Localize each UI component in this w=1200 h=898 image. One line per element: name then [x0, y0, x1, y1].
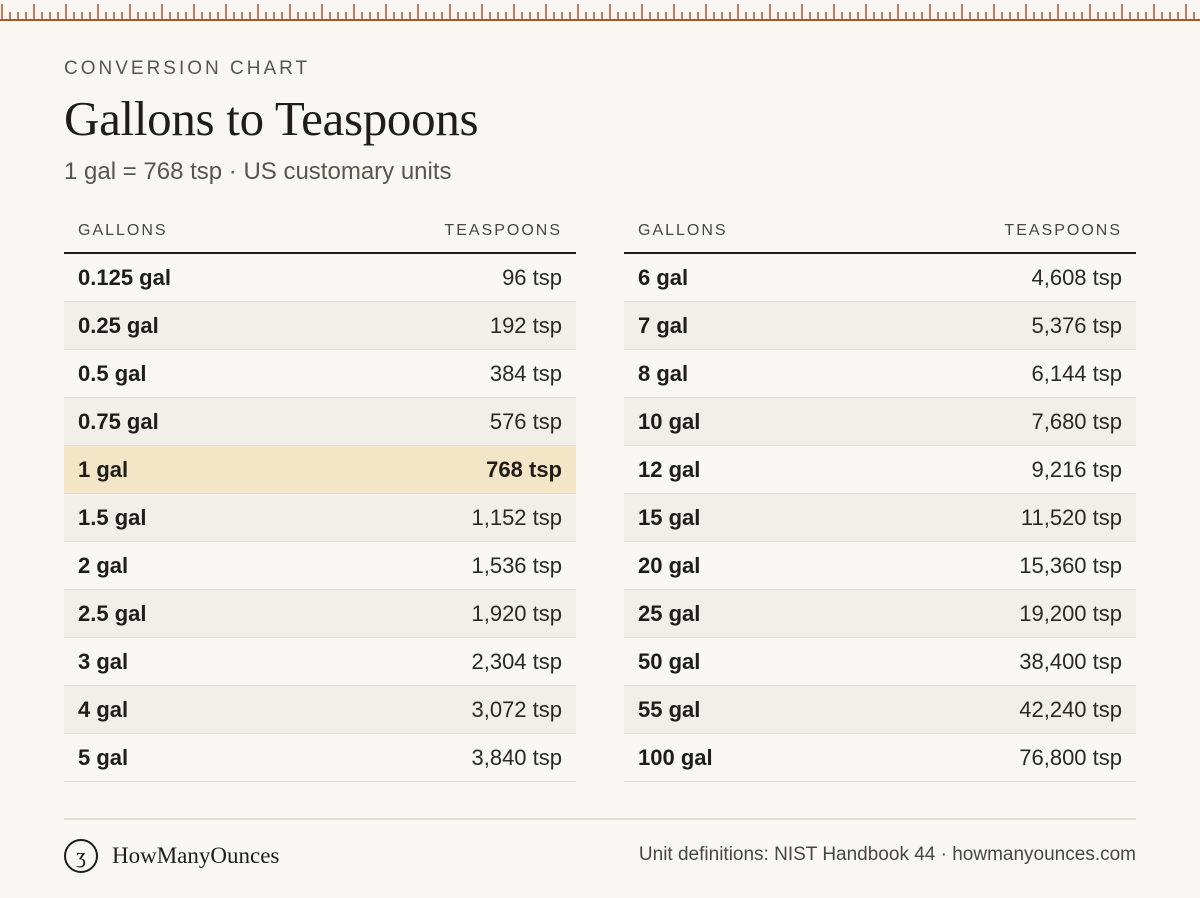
column-header-teaspoons: TEASPOONS: [444, 222, 562, 239]
footer-divider: [64, 818, 1136, 820]
gallons-cell: 4 gal: [78, 696, 129, 722]
teaspoons-cell: 1,152 tsp: [471, 504, 562, 530]
gallons-cell: 0.75 gal: [78, 408, 159, 434]
gallons-cell: 5 gal: [78, 744, 129, 770]
teaspoons-cell: 15,360 tsp: [1019, 552, 1122, 578]
gallons-cell: 1 gal: [78, 456, 129, 482]
teaspoons-cell: 42,240 tsp: [1019, 696, 1122, 722]
page-title: Gallons to Teaspoons: [64, 91, 479, 146]
eyebrow-label: CONVERSION CHART: [64, 58, 311, 79]
table-header: GALLONS TEASPOONS: [624, 210, 1136, 254]
table-row: 10 gal 7,680 tsp: [624, 398, 1136, 446]
ounce-symbol-icon: ʒ: [64, 839, 98, 873]
teaspoons-cell: 4,608 tsp: [1031, 264, 1122, 290]
teaspoons-cell: 2,304 tsp: [471, 648, 562, 674]
table-row: 12 gal 9,216 tsp: [624, 446, 1136, 494]
table-row: 0.125 gal 96 tsp: [64, 254, 576, 302]
gallons-cell: 3 gal: [78, 648, 129, 674]
table-row: 100 gal 76,800 tsp: [624, 734, 1136, 782]
teaspoons-cell: 7,680 tsp: [1031, 408, 1122, 434]
table-row: 0.75 gal 576 tsp: [64, 398, 576, 446]
teaspoons-cell: 1,920 tsp: [471, 600, 562, 626]
gallons-cell: 25 gal: [638, 600, 701, 626]
teaspoons-cell: 3,072 tsp: [471, 696, 562, 722]
teaspoons-cell: 9,216 tsp: [1031, 456, 1122, 482]
teaspoons-cell: 1,536 tsp: [471, 552, 562, 578]
table-row: 0.5 gal 384 tsp: [64, 350, 576, 398]
page-subtitle: 1 gal = 768 tsp · US customary units: [64, 158, 452, 185]
source-note: Unit definitions: NIST Handbook 44 · how…: [638, 844, 1136, 865]
teaspoons-cell: 192 tsp: [489, 312, 562, 338]
teaspoons-cell: 96 tsp: [502, 264, 562, 290]
table-row: 50 gal 38,400 tsp: [624, 638, 1136, 686]
teaspoons-cell: 5,376 tsp: [1031, 312, 1122, 338]
table-row: 2.5 gal 1,920 tsp: [64, 590, 576, 638]
teaspoons-cell: 3,840 tsp: [471, 744, 562, 770]
column-header-teaspoons: TEASPOONS: [1004, 222, 1122, 239]
teaspoons-cell: 384 tsp: [489, 360, 562, 386]
teaspoons-cell: 19,200 tsp: [1019, 600, 1122, 626]
table-body: 6 gal 4,608 tsp 7 gal 5,376 tsp 8 gal 6,144 t…: [624, 254, 1136, 782]
gallons-cell: 2.5 gal: [78, 600, 147, 626]
conversion-table-right: GALLONS TEASPOONS 6 gal 4,608 tsp 7 gal 5,3…: [624, 210, 1136, 782]
conversion-table-left: GALLONS TEASPOONS 0.125 gal 96 tsp 0.25 ga…: [64, 210, 576, 782]
column-header-gallons: GALLONS: [638, 222, 728, 239]
gallons-cell: 0.25 gal: [78, 312, 159, 338]
table-row: 6 gal 4,608 tsp: [624, 254, 1136, 302]
teaspoons-cell: 76,800 tsp: [1019, 744, 1122, 770]
gallons-cell: 12 gal: [638, 456, 701, 482]
table-row: 55 gal 42,240 tsp: [624, 686, 1136, 734]
table-header: GALLONS TEASPOONS: [64, 210, 576, 254]
gallons-cell: 15 gal: [638, 504, 701, 530]
table-row: 5 gal 3,840 tsp: [64, 734, 576, 782]
table-row-highlighted: 1 gal 768 tsp: [64, 446, 576, 494]
brand-name: HowManyOunces: [112, 843, 280, 868]
gallons-cell: 100 gal: [638, 744, 713, 770]
gallons-cell: 50 gal: [638, 648, 701, 674]
gallons-cell: 0.125 gal: [78, 264, 171, 290]
table-row: 2 gal 1,536 tsp: [64, 542, 576, 590]
teaspoons-cell: 576 tsp: [489, 408, 562, 434]
table-row: 7 gal 5,376 tsp: [624, 302, 1136, 350]
table-body: 0.125 gal 96 tsp 0.25 gal 192 tsp 0.5 gal 384…: [64, 254, 576, 782]
gallons-cell: 0.5 gal: [78, 360, 147, 386]
teaspoons-cell: 768 tsp: [486, 456, 562, 482]
table-row: 4 gal 3,072 tsp: [64, 686, 576, 734]
table-row: 8 gal 6,144 tsp: [624, 350, 1136, 398]
table-row: 0.25 gal 192 tsp: [64, 302, 576, 350]
teaspoons-cell: 6,144 tsp: [1031, 360, 1122, 386]
gallons-cell: 2 gal: [78, 552, 129, 578]
ruler-decoration: [0, 4, 1200, 21]
gallons-cell: 7 gal: [638, 312, 689, 338]
brand: ʒ HowManyOunces: [64, 838, 279, 874]
table-row: 15 gal 11,520 tsp: [624, 494, 1136, 542]
table-row: 1.5 gal 1,152 tsp: [64, 494, 576, 542]
gallons-cell: 1.5 gal: [78, 504, 147, 530]
gallons-cell: 55 gal: [638, 696, 701, 722]
gallons-cell: 20 gal: [638, 552, 701, 578]
gallons-cell: 10 gal: [638, 408, 701, 434]
table-row: 20 gal 15,360 tsp: [624, 542, 1136, 590]
teaspoons-cell: 38,400 tsp: [1019, 648, 1122, 674]
table-row: 25 gal 19,200 tsp: [624, 590, 1136, 638]
gallons-cell: 8 gal: [638, 360, 689, 386]
gallons-cell: 6 gal: [638, 264, 689, 290]
column-header-gallons: GALLONS: [78, 222, 168, 239]
table-row: 3 gal 2,304 tsp: [64, 638, 576, 686]
teaspoons-cell: 11,520 tsp: [1020, 504, 1122, 530]
